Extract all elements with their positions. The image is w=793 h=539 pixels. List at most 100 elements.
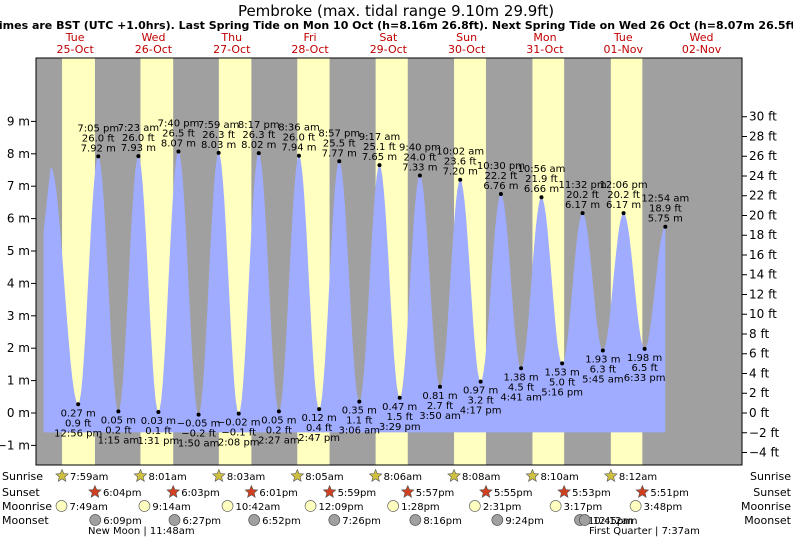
high-tide-time: 7:59 am <box>198 120 240 131</box>
sunrise-icon <box>525 468 540 482</box>
low-tide-ft: 6.3 ft <box>590 364 616 375</box>
high-tide-time: 10:02 am <box>436 147 484 158</box>
tide-point <box>438 384 443 389</box>
day-date: 28-Oct <box>291 43 329 56</box>
tide-point <box>116 409 121 414</box>
tide-point <box>236 411 241 416</box>
low-tide-ft: 0.4 ft <box>306 423 332 434</box>
tide-point <box>357 399 362 404</box>
tide-area <box>43 151 666 433</box>
y-tick-label-m: 8 m <box>7 147 30 161</box>
low-tide-time: 3:29 pm <box>379 422 421 433</box>
tide-curve <box>43 151 666 433</box>
low-tide-time: 1:50 am <box>178 439 220 450</box>
y-tick-label-ft: 0 ft <box>749 406 769 420</box>
low-tide-m: 0.12 m <box>302 413 337 424</box>
moonrise-icon <box>221 500 234 512</box>
moonrise-icon <box>304 500 317 512</box>
moonset-icon <box>328 514 341 526</box>
high-tide-time: 10:30 pm <box>477 161 525 172</box>
high-tide-ft: 26.0 ft <box>82 133 115 144</box>
high-tide-ft: 25.1 ft <box>363 142 396 153</box>
low-tide-ft: 0.1 ft <box>145 426 171 437</box>
moonrise-icon <box>387 500 399 512</box>
moonset-time: 7:26pm <box>342 516 381 527</box>
moonset-icon <box>248 514 261 526</box>
low-tide-m: 0.97 m <box>463 386 498 397</box>
day-date: 27-Oct <box>213 43 251 56</box>
tide-point <box>76 402 81 407</box>
sunset-time: 5:59pm <box>338 488 377 499</box>
day-name: Thu <box>220 31 242 44</box>
y-tick-label-m: 4 m <box>7 276 30 290</box>
low-tide-time: 3:50 am <box>419 411 461 422</box>
y-tick-label-ft: 28 ft <box>749 129 777 143</box>
sunrise-icon <box>290 468 305 482</box>
y-tick-label-m: 5 m <box>7 244 30 258</box>
high-tide-time: 9:40 pm <box>399 143 441 154</box>
day-name: Sun <box>456 31 477 44</box>
day-labels: Tue25-OctWed26-OctThu27-OctFri28-OctSat2… <box>57 31 722 56</box>
high-tide-ft: 26.5 ft <box>162 129 195 140</box>
tide-point <box>296 153 301 158</box>
sunrise-icon <box>133 468 148 482</box>
moonset-time: 9:24pm <box>505 516 544 527</box>
low-tide-m: 0.03 m <box>141 416 176 427</box>
tide-point <box>600 348 605 353</box>
sunrise-time: 8:05am <box>305 472 343 483</box>
low-tide-time: 1:15 am <box>98 435 140 446</box>
high-tide-ft: 23.6 ft <box>444 157 477 168</box>
chart-title: Pembroke (max. tidal range 9.10m 29.9ft) <box>238 2 554 20</box>
row-label-sunset: Sunset <box>2 486 40 499</box>
high-tide-m: 7.94 m <box>281 143 316 154</box>
moonrise-icon <box>55 500 68 512</box>
sunrise-icon <box>55 468 69 482</box>
tide-point <box>417 173 422 178</box>
day-name: Wed <box>141 31 165 44</box>
low-tide-time: 12:56 pm <box>54 428 102 439</box>
high-tide-m: 7.20 m <box>443 167 478 178</box>
low-tide-time: 2:47 pm <box>298 433 340 444</box>
y-tick-label-ft: 18 ft <box>749 228 777 242</box>
sunset-icon <box>400 484 415 498</box>
high-tide-time: 7:05 pm <box>77 123 119 134</box>
tide-point <box>136 154 141 159</box>
moonrise-time: 10:42am <box>236 502 281 513</box>
high-tide-m: 7.33 m <box>402 163 437 174</box>
moonset-time: 12:12am <box>593 516 638 527</box>
y-tick-label-m: 3 m <box>7 309 30 323</box>
low-tide-ft: 0.9 ft <box>65 418 91 429</box>
moonset-icon <box>491 514 504 526</box>
y-tick-label-ft: 4 ft <box>749 366 769 380</box>
high-tide-ft: 18.9 ft <box>649 204 682 215</box>
high-tide-time: 8:17 pm <box>238 120 280 131</box>
low-tide-ft: 2.7 ft <box>427 401 453 412</box>
sunset-time: 5:57pm <box>416 488 455 499</box>
day-date: 31-Oct <box>526 43 564 56</box>
low-tide-m: −0.02 m <box>217 418 261 429</box>
high-tide-ft: 22.2 ft <box>485 171 518 182</box>
y-tick-label-ft: 10 ft <box>749 307 777 321</box>
y-tick-label-ft: 8 ft <box>749 327 769 341</box>
tide-point <box>642 346 647 351</box>
low-tide-time: 4:41 am <box>500 392 542 403</box>
low-tide-ft: 4.5 ft <box>508 382 534 393</box>
low-tide-ft: −0.1 ft <box>221 428 256 439</box>
sunset-icon <box>479 484 493 498</box>
tide-point <box>397 395 402 400</box>
y-tick-label-ft: 24 ft <box>749 169 777 183</box>
row-label-sunrise: Sunrise <box>2 470 43 483</box>
moonset-time: 6:27pm <box>182 516 221 527</box>
low-tide-ft: 1.5 ft <box>387 412 413 423</box>
y-tick-label-m: −1 m <box>0 438 30 452</box>
day-date: 02-Nov <box>682 43 722 56</box>
day-date: 29-Oct <box>370 43 408 56</box>
high-tide-ft: 24.0 ft <box>404 153 437 164</box>
tide-point <box>377 163 382 168</box>
tide-point <box>519 366 524 371</box>
low-tide-ft: 3.2 ft <box>467 396 493 407</box>
high-tide-m: 7.93 m <box>121 143 156 154</box>
row-label-right-moonrise: Moonrise <box>741 500 791 513</box>
sunset-time: 5:55pm <box>494 488 533 499</box>
